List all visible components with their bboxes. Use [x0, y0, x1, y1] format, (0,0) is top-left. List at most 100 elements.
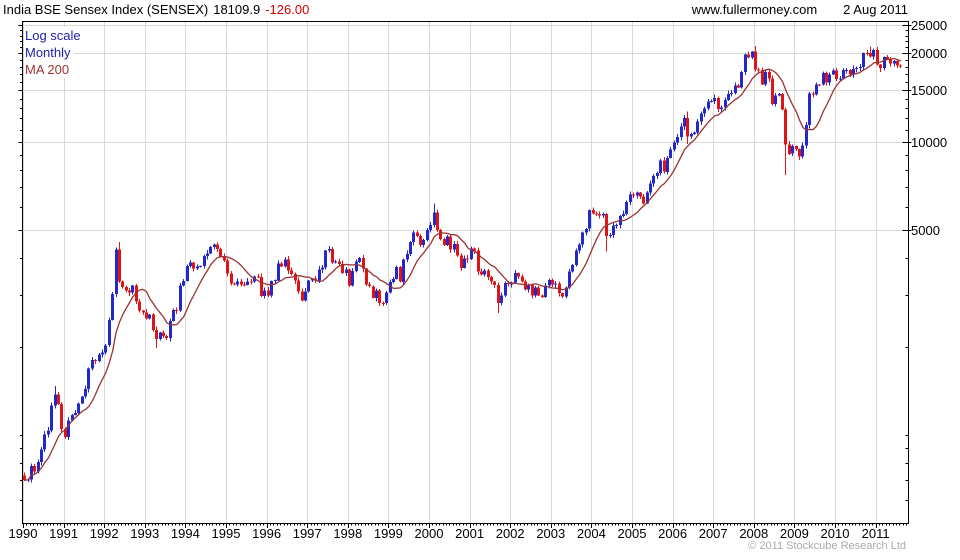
candle	[642, 194, 645, 205]
candle	[659, 158, 662, 176]
candle	[314, 275, 317, 283]
candle	[338, 258, 341, 266]
candle	[798, 148, 801, 160]
candle	[186, 264, 189, 282]
candle	[443, 237, 446, 247]
candle	[429, 221, 432, 233]
candle	[257, 274, 260, 278]
candle	[169, 318, 172, 342]
candle	[449, 234, 452, 253]
candle	[700, 111, 703, 125]
axis-ticks	[18, 25, 912, 528]
candle	[497, 282, 500, 314]
candle	[696, 118, 699, 135]
candle	[828, 72, 831, 86]
candle	[277, 260, 280, 281]
candle	[162, 330, 165, 339]
candle	[784, 107, 787, 175]
candle	[328, 246, 331, 253]
candle	[883, 56, 886, 71]
candle	[713, 94, 716, 104]
candle	[778, 92, 781, 97]
candle	[324, 249, 327, 270]
candle	[636, 191, 639, 199]
candle	[33, 463, 36, 475]
candle	[514, 269, 517, 284]
candle	[219, 247, 222, 258]
candle	[551, 278, 554, 287]
candle	[727, 90, 730, 102]
candle	[487, 269, 490, 281]
candle	[192, 261, 195, 272]
candle	[378, 288, 381, 306]
candle	[842, 67, 845, 80]
candle	[54, 386, 57, 409]
candle	[812, 91, 815, 98]
candle	[669, 147, 672, 159]
candle	[43, 431, 46, 452]
candle	[693, 131, 696, 136]
candle	[385, 291, 388, 305]
candle	[602, 212, 605, 219]
candle	[87, 367, 90, 393]
candle	[751, 50, 754, 59]
candle	[436, 209, 439, 233]
candle	[869, 46, 872, 58]
candle	[578, 242, 581, 254]
candle	[196, 264, 199, 270]
candle	[504, 281, 507, 298]
candlestick-series	[23, 46, 902, 483]
candle	[321, 265, 324, 273]
candle	[290, 267, 293, 276]
candle	[81, 395, 84, 404]
website-link[interactable]: www.fullermoney.com	[691, 2, 818, 17]
candle	[568, 268, 571, 289]
candle	[825, 71, 828, 86]
candle	[348, 268, 351, 287]
candle	[896, 59, 899, 69]
candle	[138, 298, 141, 313]
candle	[761, 67, 764, 86]
candle	[707, 98, 710, 111]
candle	[893, 60, 896, 67]
header-right: www.fullermoney.com 2 Aug 2011	[692, 2, 908, 17]
candle	[754, 46, 757, 72]
candle	[456, 241, 459, 258]
candle	[683, 114, 686, 130]
candle	[720, 105, 723, 113]
candle	[795, 145, 798, 151]
candle	[862, 52, 865, 70]
legend-log-scale: Log scale	[25, 27, 84, 44]
candle	[135, 284, 138, 304]
candle	[152, 313, 155, 332]
candle	[839, 76, 842, 81]
candle	[294, 272, 297, 284]
candle	[585, 227, 588, 236]
candle	[517, 272, 520, 280]
candle	[808, 91, 811, 129]
candle	[108, 317, 111, 347]
candle	[368, 282, 371, 288]
candle	[165, 334, 168, 341]
candle	[537, 285, 540, 296]
candle	[230, 270, 233, 286]
candle	[382, 301, 385, 307]
candle	[615, 223, 618, 229]
candle	[740, 71, 743, 89]
candle	[477, 247, 480, 276]
candle	[142, 309, 145, 315]
candle	[815, 82, 818, 96]
candle	[30, 463, 33, 483]
candle	[267, 287, 270, 297]
candle	[774, 93, 777, 107]
candle	[260, 273, 263, 297]
candle	[280, 261, 283, 268]
gridlines	[23, 22, 908, 523]
candle	[544, 283, 547, 298]
candle	[94, 359, 97, 364]
candle	[855, 66, 858, 73]
candle	[717, 96, 720, 112]
candle	[47, 427, 50, 438]
chart-date: 2 Aug 2011	[843, 2, 908, 17]
